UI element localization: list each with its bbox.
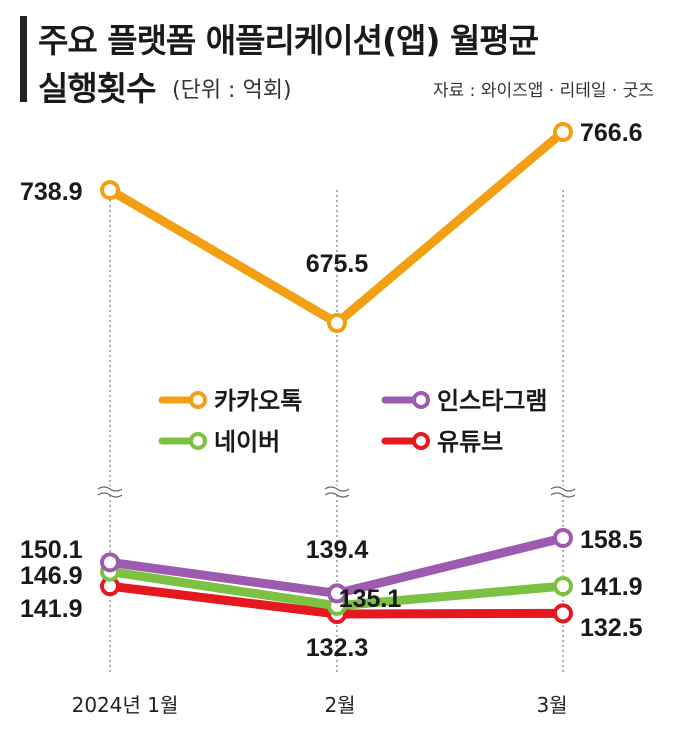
data-label-3-2: 132.5 <box>580 614 643 642</box>
axis-break-mark-bottom-0 <box>97 492 123 498</box>
data-label-3-0: 141.9 <box>20 595 83 623</box>
axis-break-mark-bottom-1 <box>324 492 350 498</box>
data-point-2-2 <box>553 576 573 597</box>
data-point-3-2 <box>553 603 573 624</box>
axis-break-mark-top-0 <box>97 486 123 492</box>
legend-marker-0 <box>189 391 207 409</box>
x-tick-label-2: 3월 <box>536 693 567 717</box>
x-tick-label-0: 2024년 1월 <box>72 693 179 717</box>
data-label-0-1: 675.5 <box>306 250 369 278</box>
data-point-0-2 <box>553 122 573 142</box>
x-tick-label-1: 2월 <box>324 693 355 717</box>
legend-label-1: 인스타그램 <box>437 387 547 415</box>
legend-label-0: 카카오톡 <box>214 387 302 415</box>
data-label-2-2: 141.9 <box>580 573 643 601</box>
data-point-0-1 <box>327 313 347 333</box>
data-point-1-0 <box>100 552 120 573</box>
source-label: 자료 : 와이즈앱 · 리테일 · 굿즈 <box>433 81 654 101</box>
data-label-2-1: 135.1 <box>339 585 402 613</box>
data-label-0-0: 738.9 <box>20 178 83 206</box>
data-label-1-1: 139.4 <box>306 536 369 564</box>
axis-break-mark-bottom-2 <box>550 492 576 498</box>
data-label-2-0: 146.9 <box>20 562 83 590</box>
data-label-3-1: 132.3 <box>306 634 369 662</box>
data-point-0-0 <box>100 180 120 201</box>
data-point-1-1 <box>327 583 347 604</box>
axis-break-gap-0 <box>98 486 122 494</box>
data-label-1-0: 150.1 <box>20 536 83 564</box>
legend-marker-2 <box>189 432 207 450</box>
axis-break-gap-2 <box>551 486 575 494</box>
chart-title-line2: 실행횟수 <box>38 69 156 108</box>
title-accent-bar <box>20 16 27 102</box>
legend-label-2: 네이버 <box>214 428 280 456</box>
data-label-1-2: 158.5 <box>580 526 643 554</box>
legend-marker-3 <box>412 432 430 450</box>
axis-break-mark-top-2 <box>550 486 576 492</box>
legend-marker-1 <box>412 391 430 409</box>
series-line-0 <box>105 127 568 329</box>
axis-break-mark-top-1 <box>324 486 350 492</box>
chart-title: 주요 플랫폼 애플리케이션(앱) 월평균 <box>38 21 539 60</box>
data-label-0-2: 766.6 <box>580 119 643 147</box>
legend-label-3: 유튜브 <box>437 428 503 456</box>
data-point-1-2 <box>553 528 573 548</box>
axis-break-gap-1 <box>325 486 349 494</box>
unit-label: (단위 : 억회) <box>172 78 292 103</box>
